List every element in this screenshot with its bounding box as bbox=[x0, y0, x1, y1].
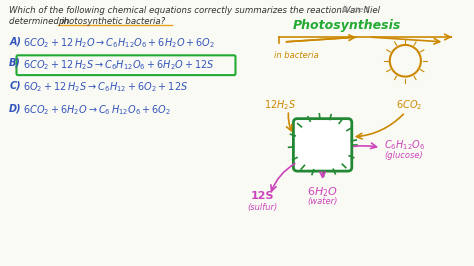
Text: $6O_2 + 12\,H_2S \rightarrow C_6H_{12} + 6O_2 + 12S$: $6O_2 + 12\,H_2S \rightarrow C_6H_{12} +… bbox=[23, 81, 188, 94]
Text: $6CO_2$: $6CO_2$ bbox=[396, 98, 422, 112]
Text: Studied: Studied bbox=[342, 7, 369, 13]
Text: $12H_2S$: $12H_2S$ bbox=[264, 98, 296, 112]
Text: determined in: determined in bbox=[9, 17, 73, 26]
Text: 12S: 12S bbox=[250, 191, 274, 201]
Text: $C_6H_{12}O_6$: $C_6H_{12}O_6$ bbox=[384, 138, 425, 152]
Text: C): C) bbox=[9, 81, 21, 90]
Text: in bacteria: in bacteria bbox=[274, 51, 319, 60]
Text: (water): (water) bbox=[308, 197, 338, 206]
Text: (sulfur): (sulfur) bbox=[247, 203, 277, 212]
FancyBboxPatch shape bbox=[293, 119, 352, 171]
Text: $6CO_2 + 6H_2O \rightarrow C_6\,H_{12}O_6 + 6O_2$: $6CO_2 + 6H_2O \rightarrow C_6\,H_{12}O_… bbox=[23, 103, 171, 117]
Text: A): A) bbox=[9, 36, 21, 46]
Text: $6CO_2 + 12\,H_2S \rightarrow C_6H_{12}O_6 + 6H_2O + 12S$: $6CO_2 + 12\,H_2S \rightarrow C_6H_{12}O… bbox=[23, 58, 214, 72]
Text: $6CO_2 + 12\,H_2O \rightarrow C_6H_{12}O_6 + 6H_2O + 6O_2$: $6CO_2 + 12\,H_2O \rightarrow C_6H_{12}O… bbox=[23, 36, 215, 50]
Text: (glucose): (glucose) bbox=[384, 151, 423, 160]
Text: Photosynthesis: Photosynthesis bbox=[293, 19, 401, 32]
Text: Which of the following chemical equations correctly summarizes the reaction Van : Which of the following chemical equation… bbox=[9, 6, 380, 15]
Text: photosynthetic bacteria?: photosynthetic bacteria? bbox=[58, 17, 165, 26]
Text: $6H_2O$: $6H_2O$ bbox=[307, 185, 338, 199]
Text: B): B) bbox=[9, 58, 21, 68]
Text: D): D) bbox=[9, 103, 22, 113]
